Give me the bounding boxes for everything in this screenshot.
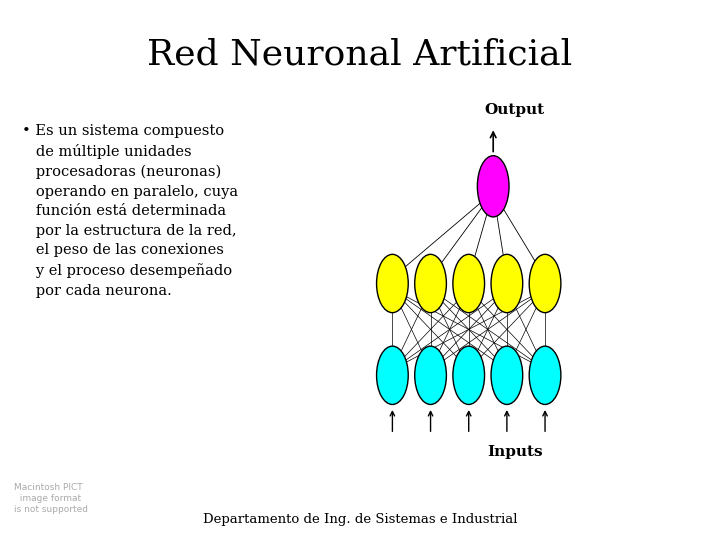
Ellipse shape [453,254,485,313]
Ellipse shape [415,254,446,313]
Text: Departamento de Ing. de Sistemas e Industrial: Departamento de Ing. de Sistemas e Indus… [203,514,517,526]
Ellipse shape [491,254,523,313]
Ellipse shape [529,254,561,313]
Text: Red Neuronal Artificial: Red Neuronal Artificial [148,38,572,72]
Ellipse shape [377,254,408,313]
Text: • Es un sistema compuesto
   de múltiple unidades
   procesadoras (neuronas)
   : • Es un sistema compuesto de múltiple un… [22,124,238,298]
Text: Output: Output [485,103,545,117]
Ellipse shape [415,346,446,404]
Ellipse shape [477,156,509,217]
Text: Inputs: Inputs [487,445,543,459]
Ellipse shape [377,346,408,404]
Ellipse shape [529,346,561,404]
Ellipse shape [491,346,523,404]
Ellipse shape [453,346,485,404]
Text: Macintosh PICT
  image format
is not supported: Macintosh PICT image format is not suppo… [14,483,89,515]
